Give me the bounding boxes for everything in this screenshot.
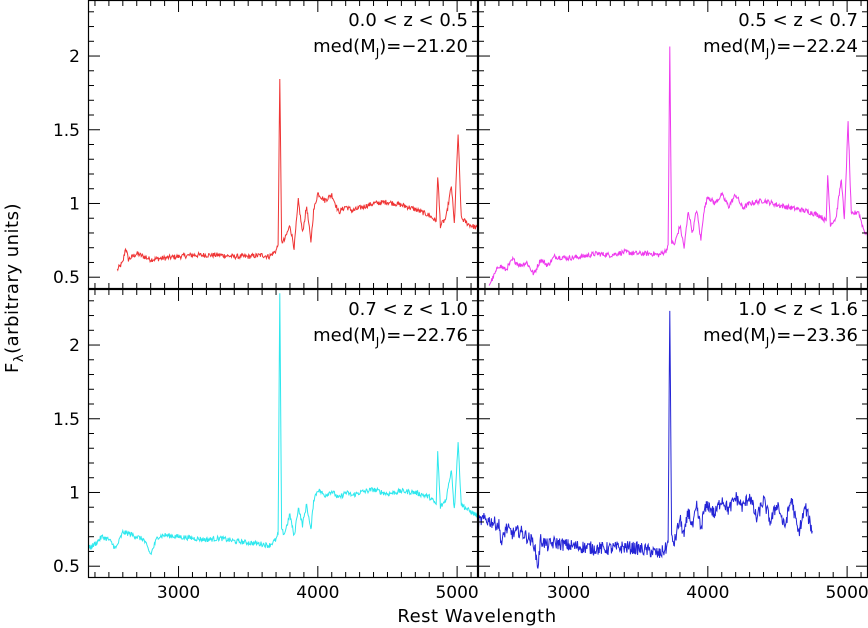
y-axis-title-main: F [2, 362, 23, 373]
y-tick-label: 1 [69, 483, 80, 503]
x-tick-label: 4000 [686, 583, 729, 603]
x-tick-label: 5000 [825, 583, 868, 603]
panel-3: 3000 4000 5000 0.5 1 1.5 2 0.7 < z < 1.0 med(MJ)… [53, 288, 479, 603]
y-tick-label: 1.5 [53, 410, 80, 430]
y-tick-label: 2 [69, 336, 80, 356]
x-tick-label: 3000 [547, 583, 590, 603]
annotation-suffix: )=−22.76 [379, 325, 468, 346]
annotation-prefix: med(M [703, 36, 766, 57]
panel-annotation-magnitude: med(MJ)=−21.20 [313, 36, 468, 60]
panel-annotation-redshift: 0.0 < z < 0.5 [348, 10, 468, 31]
spectrum-line [488, 46, 868, 286]
annotation-subscript: J [765, 335, 770, 349]
panel-annotation-magnitude: med(MJ)=−22.24 [703, 36, 858, 60]
svg-text:Fλ(arbitrary units): Fλ(arbitrary units) [2, 203, 27, 373]
panel-annotation-redshift: 0.7 < z < 1.0 [348, 299, 468, 320]
panel-annotation-redshift: 0.5 < z < 0.7 [738, 10, 858, 31]
annotation-prefix: med(M [313, 36, 376, 57]
y-tick-label: 0.5 [53, 268, 80, 288]
spectrum-line [478, 310, 813, 569]
y-axis-title-sub: λ [12, 354, 27, 362]
x-tick-label: 5000 [435, 583, 478, 603]
spectrum-line [88, 293, 478, 556]
x-axis-title: Rest Wavelength [397, 606, 556, 627]
annotation-suffix: )=−21.20 [379, 36, 468, 57]
panel-annotation-magnitude: med(MJ)=−23.36 [703, 325, 858, 349]
x-tick-label: 3000 [157, 583, 200, 603]
annotation-prefix: med(M [313, 325, 376, 346]
panel-2: 0.5 < z < 0.7 med(MJ)=−22.24 [477, 0, 868, 290]
panel-1: 0.5 1 1.5 2 0.0 < z < 0.5 med(MJ)=−21.20 [53, 0, 479, 290]
y-tick-label: 1 [69, 194, 80, 214]
annotation-subscript: J [375, 46, 380, 60]
y-tick-label: 1.5 [53, 121, 80, 141]
y-tick-label: 0.5 [53, 557, 80, 577]
spectrum-line [116, 78, 478, 272]
panel-annotation-redshift: 1.0 < z < 1.6 [738, 299, 858, 320]
annotation-suffix: )=−23.36 [769, 325, 858, 346]
annotation-suffix: )=−22.24 [769, 36, 858, 57]
x-tick-label: 4000 [296, 583, 339, 603]
annotation-prefix: med(M [703, 325, 766, 346]
annotation-subscript: J [765, 46, 770, 60]
y-axis-title-rest: (arbitrary units) [2, 203, 23, 354]
panel-annotation-magnitude: med(MJ)=−22.76 [313, 325, 468, 349]
annotation-subscript: J [375, 335, 380, 349]
panel-4: 3000 4000 5000 1.0 < z < 1.6 med(MJ)=−23.36 [477, 288, 868, 603]
y-tick-label: 2 [69, 47, 80, 67]
y-axis-title: Fλ(arbitrary units) [2, 203, 27, 373]
